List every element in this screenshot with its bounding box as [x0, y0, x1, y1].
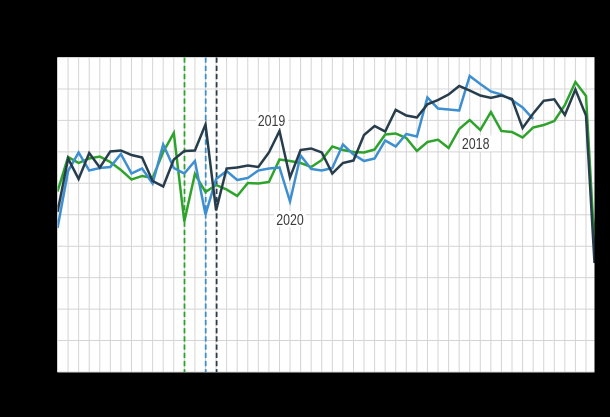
svg-text:2020: 2020 [276, 211, 304, 229]
svg-text:2019: 2019 [258, 112, 286, 130]
svg-text:2018: 2018 [462, 135, 490, 153]
